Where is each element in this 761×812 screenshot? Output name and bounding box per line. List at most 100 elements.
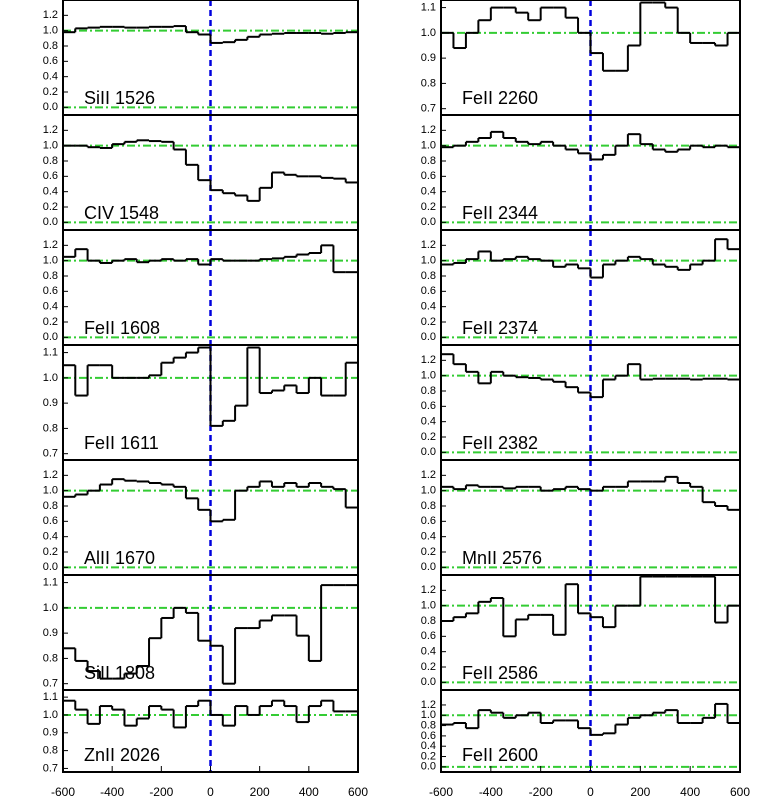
panel bbox=[63, 690, 358, 772]
y-tick-label: 0.0 bbox=[421, 561, 436, 573]
y-tick-label: 0.8 bbox=[43, 500, 58, 512]
panel bbox=[441, 575, 740, 690]
y-tick-label: 1.0 bbox=[421, 27, 436, 39]
ion-label: FeII 2344 bbox=[462, 203, 538, 223]
y-tick-label: 0.4 bbox=[43, 71, 58, 83]
y-tick-label: 0.0 bbox=[421, 446, 436, 458]
ion-label: MnII 2576 bbox=[462, 548, 542, 568]
ion-label: FeII 2600 bbox=[462, 745, 538, 765]
x-tick-label: -200 bbox=[529, 785, 553, 799]
panel bbox=[441, 345, 740, 460]
y-tick-label: 0.7 bbox=[43, 678, 58, 690]
y-tick-label: 1.2 bbox=[43, 239, 58, 251]
panel bbox=[63, 0, 358, 115]
y-tick-label: 1.2 bbox=[43, 9, 58, 21]
y-tick-label: 0.0 bbox=[421, 331, 436, 343]
y-tick-label: 0.4 bbox=[421, 301, 436, 313]
y-tick-label: 0.9 bbox=[421, 52, 436, 64]
y-tick-label: 0.8 bbox=[43, 155, 58, 167]
y-tick-label: 1.2 bbox=[421, 469, 436, 481]
panel bbox=[63, 115, 358, 230]
y-tick-label: 0.4 bbox=[421, 740, 436, 752]
y-tick-label: 1.0 bbox=[421, 255, 436, 267]
ion-label: FeII 1611 bbox=[84, 433, 159, 453]
y-tick-label: 0.7 bbox=[43, 448, 58, 460]
x-tick-label: 200 bbox=[630, 785, 650, 799]
y-tick-label: 0.8 bbox=[421, 270, 436, 282]
panel bbox=[63, 345, 358, 460]
y-tick-label: 1.2 bbox=[43, 124, 58, 136]
y-tick-label: 1.2 bbox=[421, 354, 436, 366]
y-tick-label: 0.4 bbox=[421, 646, 436, 658]
y-tick-label: 0.2 bbox=[421, 431, 436, 443]
y-tick-label: 0.6 bbox=[43, 285, 58, 297]
y-tick-label: 0.7 bbox=[43, 762, 58, 774]
ion-label: SiII 1808 bbox=[84, 663, 155, 683]
y-tick-label: 0.8 bbox=[43, 422, 58, 434]
ion-label: FeII 2374 bbox=[462, 318, 538, 338]
x-tick-label: 0 bbox=[207, 785, 214, 799]
y-tick-label: 1.0 bbox=[43, 602, 58, 614]
y-tick-label: 1.2 bbox=[43, 469, 58, 481]
x-tick-label: 200 bbox=[250, 785, 270, 799]
panel bbox=[441, 230, 740, 345]
ion-label: FeII 2382 bbox=[462, 433, 538, 453]
y-tick-label: 1.0 bbox=[43, 140, 58, 152]
y-tick-label: 0.2 bbox=[43, 86, 58, 98]
y-tick-label: 0.2 bbox=[43, 546, 58, 558]
panel bbox=[441, 460, 740, 575]
y-tick-label: 0.4 bbox=[421, 531, 436, 543]
y-tick-label: 0.9 bbox=[43, 397, 58, 409]
x-tick-label: -600 bbox=[429, 785, 453, 799]
y-tick-label: 1.1 bbox=[421, 1, 436, 13]
ion-label: FeII 2260 bbox=[462, 88, 538, 108]
x-tick-label: -400 bbox=[100, 785, 124, 799]
panel bbox=[63, 575, 358, 690]
ion-label: AlII 1670 bbox=[84, 548, 155, 568]
x-tick-label: -200 bbox=[149, 785, 173, 799]
y-tick-label: 0.6 bbox=[421, 515, 436, 527]
y-tick-label: 1.1 bbox=[43, 346, 58, 358]
x-tick-label: 400 bbox=[299, 785, 319, 799]
y-tick-label: 0.4 bbox=[43, 531, 58, 543]
y-tick-label: 0.4 bbox=[421, 186, 436, 198]
y-tick-label: 1.2 bbox=[421, 699, 436, 711]
y-tick-label: 1.1 bbox=[43, 691, 58, 703]
y-tick-label: 0.0 bbox=[43, 216, 58, 228]
x-tick-label: 400 bbox=[680, 785, 700, 799]
x-tick-label: 0 bbox=[587, 785, 594, 799]
y-tick-label: 0.2 bbox=[421, 661, 436, 673]
y-tick-label: 0.8 bbox=[43, 40, 58, 52]
y-tick-label: 0.8 bbox=[43, 745, 58, 757]
y-tick-label: 0.6 bbox=[421, 400, 436, 412]
y-tick-label: 1.0 bbox=[421, 370, 436, 382]
y-tick-label: 0.2 bbox=[43, 316, 58, 328]
y-tick-label: 0.6 bbox=[421, 630, 436, 642]
y-tick-label: 0.8 bbox=[421, 385, 436, 397]
y-tick-label: 1.0 bbox=[421, 709, 436, 721]
y-tick-label: 1.2 bbox=[421, 239, 436, 251]
y-tick-label: 0.8 bbox=[43, 270, 58, 282]
ion-label: CIV 1548 bbox=[84, 203, 159, 223]
panel bbox=[441, 115, 740, 230]
y-tick-label: 0.8 bbox=[43, 652, 58, 664]
y-tick-label: 0.6 bbox=[43, 170, 58, 182]
y-tick-label: 1.0 bbox=[43, 372, 58, 384]
ion-label: ZnII 2026 bbox=[84, 745, 160, 765]
y-tick-label: 1.0 bbox=[421, 600, 436, 612]
y-tick-label: 0.2 bbox=[43, 201, 58, 213]
y-tick-label: 1.0 bbox=[421, 140, 436, 152]
y-tick-label: 0.8 bbox=[421, 500, 436, 512]
y-tick-label: 0.0 bbox=[421, 761, 436, 773]
y-tick-label: 0.6 bbox=[421, 730, 436, 742]
y-tick-label: 0.4 bbox=[43, 301, 58, 313]
y-tick-label: 0.6 bbox=[421, 285, 436, 297]
y-tick-label: 0.4 bbox=[43, 186, 58, 198]
y-tick-label: 0.4 bbox=[421, 416, 436, 428]
y-tick-label: 0.0 bbox=[43, 561, 58, 573]
panel bbox=[441, 0, 740, 115]
panel bbox=[63, 230, 358, 345]
y-tick-label: 0.8 bbox=[421, 155, 436, 167]
